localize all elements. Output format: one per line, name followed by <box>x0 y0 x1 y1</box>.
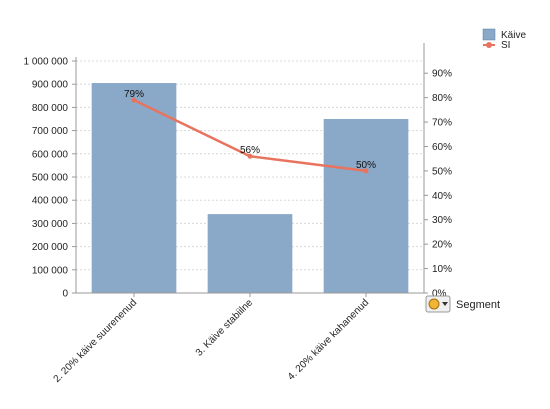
right-tick-label: 90% <box>432 69 452 80</box>
bar[interactable] <box>91 83 177 293</box>
data-label: 50% <box>356 160 376 171</box>
line-point[interactable] <box>363 168 369 174</box>
left-tick-label: 700 000 <box>32 126 69 137</box>
line-data-labels: 79% 56% 50% <box>124 89 376 171</box>
right-tick-label: 30% <box>432 215 452 226</box>
right-tick-label: 60% <box>432 142 452 153</box>
left-tick-label: 1 000 000 <box>24 57 69 68</box>
left-tick-label: 0 <box>62 289 68 300</box>
left-tick-label: 200 000 <box>32 242 69 253</box>
dimension-label: Segment <box>456 299 500 311</box>
left-tick-label: 500 000 <box>32 173 69 184</box>
bar-series[interactable] <box>91 83 409 293</box>
category-labels: 2. 20% käive suurenenud 3. Käive stabiiln… <box>52 293 371 385</box>
right-tick-label: 40% <box>432 191 452 202</box>
left-tick-label: 600 000 <box>32 149 69 160</box>
left-tick-label: 900 000 <box>32 80 69 91</box>
line-point[interactable] <box>247 153 253 159</box>
bar[interactable] <box>323 119 409 293</box>
right-tick-label: 20% <box>432 240 452 251</box>
data-label: 79% <box>124 89 144 100</box>
category-label: 3. Käive stabiilne <box>194 297 256 359</box>
category-label: 2. 20% käive suurenenud <box>52 297 140 385</box>
right-tick-label: 0% <box>432 289 447 300</box>
legend[interactable]: Käive SI <box>482 28 526 51</box>
legend-label-line: SI <box>501 40 510 51</box>
line-series[interactable] <box>131 97 369 174</box>
bar[interactable] <box>207 214 293 293</box>
left-tick-label: 300 000 <box>32 219 69 230</box>
legend-label-bar: Käive <box>501 30 526 41</box>
category-label: 4. 20% käive kahanenud <box>286 297 371 382</box>
left-tick-label: 400 000 <box>32 196 69 207</box>
chevron-down-icon <box>442 302 448 306</box>
right-tick-label: 70% <box>432 118 452 129</box>
legend-swatch-line-marker <box>486 42 492 48</box>
dimension-selector[interactable]: Segment <box>425 295 500 313</box>
left-axis-ticks: 0 100 000 200 000 300 000 400 000 500 000 600 … <box>24 57 76 300</box>
dimension-cycle-icon <box>428 298 440 310</box>
right-tick-label: 10% <box>432 264 452 275</box>
right-tick-label: 50% <box>432 166 452 177</box>
data-label: 56% <box>240 145 260 156</box>
left-tick-label: 800 000 <box>32 103 69 114</box>
left-tick-label: 100 000 <box>32 265 69 276</box>
right-tick-label: 80% <box>432 93 452 104</box>
right-axis-ticks: 0% 10% 20% 30% 40% 50% 60% 70% 80% 90% <box>424 69 452 300</box>
legend-swatch-bar <box>482 28 496 41</box>
line-point[interactable] <box>131 97 137 103</box>
